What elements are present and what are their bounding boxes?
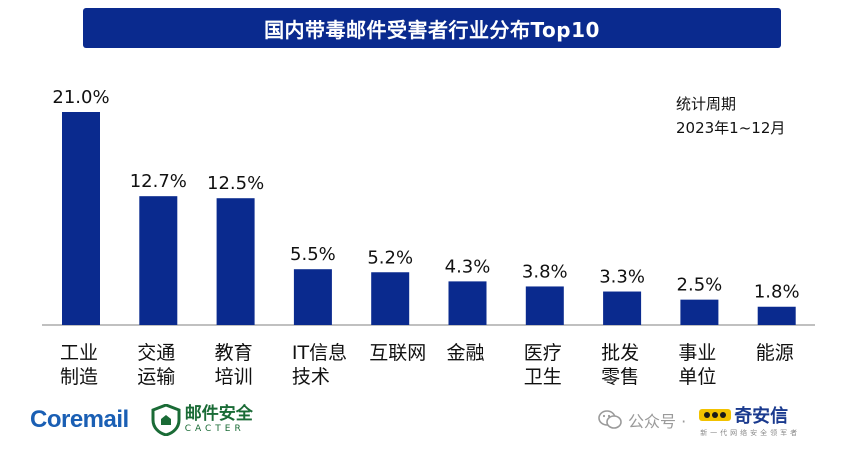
cacter-cn-name: 邮件安全 (184, 404, 253, 424)
qax-slogan: 新一代网络安全领军者 (700, 429, 801, 437)
category-tick-label: 工业 (60, 342, 98, 364)
category-tick-label: 交通 (137, 342, 175, 364)
bar-value-label: 12.7% (130, 171, 187, 192)
bar-value-label: 5.2% (367, 247, 413, 268)
bar-value-label: 3.8% (522, 261, 568, 282)
bar (757, 306, 796, 325)
category-tick-label: IT信息 (292, 342, 347, 364)
category-tick-label: 制造 (60, 366, 98, 388)
category-tick-label: 金融 (447, 342, 485, 364)
bar (371, 272, 410, 325)
category-tick-label: 技术 (292, 366, 330, 388)
footer-logos-left: Coremail 邮件安全 CACTER (30, 402, 253, 438)
bar-value-label: 5.5% (290, 244, 336, 265)
category-tick-label: 批发 (601, 342, 639, 364)
bar (525, 286, 564, 325)
bar (448, 281, 487, 325)
category-tick-label: 运输 (137, 366, 175, 388)
qax-name: 奇安信 (734, 406, 789, 427)
bar (680, 299, 719, 325)
bar-value-label: 2.5% (677, 275, 723, 296)
cacter-logo: 邮件安全 CACTER (151, 404, 253, 436)
bar (293, 269, 332, 325)
period-range: 2023年1~12月 (676, 119, 786, 137)
footer-logos-right: 公众号 · 奇安信 新一代网络安全领军者 (598, 402, 800, 438)
qax-logo: 奇安信 新一代网络安全领军者 (698, 402, 800, 438)
period-label: 统计周期 (676, 95, 737, 113)
bar (603, 291, 642, 325)
bar (62, 112, 100, 325)
wechat-label: 公众号 · (628, 412, 687, 431)
category-tick-label: 互联网 (369, 342, 426, 364)
bar (139, 196, 178, 325)
category-tick-label: 能源 (756, 342, 794, 364)
shield-logo-icon (151, 404, 181, 436)
bar-value-label: 3.3% (599, 267, 645, 288)
qax-logo-icon (699, 409, 732, 421)
category-tick-label: 零售 (601, 366, 639, 388)
category-tick-label: 培训 (215, 366, 253, 388)
bar-value-label: 4.3% (445, 256, 491, 277)
coremail-logo: Coremail (30, 406, 129, 433)
category-tick-label: 卫生 (524, 366, 562, 388)
bar-value-label: 1.8% (754, 282, 800, 303)
bar-value-label: 21.0% (52, 87, 109, 108)
chart-title: 国内带毒邮件受害者行业分布Top10 (264, 17, 600, 42)
category-tick-label: 医疗 (524, 342, 562, 364)
wechat-icon (598, 410, 622, 429)
cacter-en-name: CACTER (184, 424, 245, 434)
period-note: 统计周期 2023年1~12月 (676, 92, 785, 140)
category-tick-label: 单位 (678, 366, 716, 388)
bar-value-label: 12.5% (207, 173, 264, 194)
category-tick-label: 事业 (678, 342, 716, 364)
category-tick-label: 教育 (215, 342, 253, 364)
chart-title-bar: 国内带毒邮件受害者行业分布Top10 (83, 8, 781, 48)
bar (216, 198, 255, 325)
